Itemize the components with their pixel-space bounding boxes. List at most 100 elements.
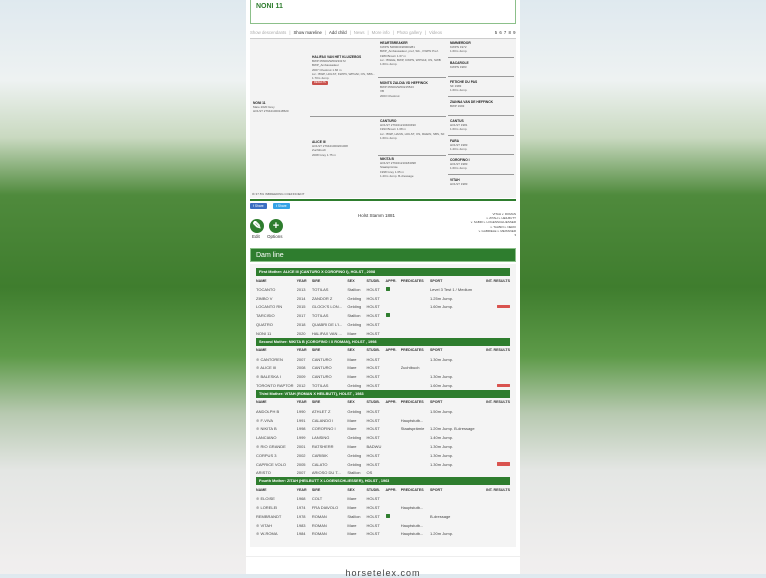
cell-name[interactable]: ⊕ RIO GRANDE [256,442,297,451]
pedigree-great-grandparent[interactable]: ZIANNA VAN DE HEFFINCK BWP 1993 [450,100,514,108]
horse-name[interactable]: NIKITA B [380,157,394,161]
column-header[interactable]: YEAR [296,278,307,283]
horse-name[interactable]: FETICHE DU PAS [450,80,478,84]
column-header[interactable]: PREDICATES [400,487,424,492]
cell-name[interactable]: REMBRANDT [256,512,297,521]
cell-name[interactable]: TARCISIO [256,311,297,320]
column-header[interactable]: YEAR [296,348,307,353]
results-badge[interactable]: RESULTS [312,81,328,86]
toolbar-link-show-descendants[interactable]: Show descendants [250,30,287,35]
table-row[interactable]: ⊕ F-VIVA 1991 CALANDO I Mare HOLST Hauptstutb… [256,416,510,425]
cell-name[interactable]: TORONTO RAPTOR [256,381,297,390]
cell-sire[interactable]: ROMAN [312,512,348,521]
column-header[interactable]: STUDB. [366,348,380,353]
mother-header-4[interactable]: Fourth Mother: ZITAH (HEILBUTT X LOGENSC… [256,477,510,486]
table-row[interactable]: ⊕ W-ROMA 1984 ROMAN Mare HOLST Hauptstutb... 1… [256,530,510,539]
cell-name[interactable]: ⊕ VITAH [256,521,297,530]
table-row[interactable]: REMBRANDT 1978 ROMAN Stallion HOLST B-dressag… [256,512,510,521]
cell-name[interactable]: ANDOLPH B [256,407,297,416]
cell-sire[interactable]: COLT [312,494,348,503]
pedigree-great-grandparent[interactable]: COROFINO I HOLST 1983 1.60m Jump. [450,158,514,171]
cell-name[interactable]: TOCANTO [256,285,297,294]
table-row[interactable]: TOCANTO 2013 TOTILAS Stallion HOLST Level 3 T… [256,285,510,294]
table-row[interactable]: ⊕ BALESKA I 2009 CANTURO Mare HOLST 1.30m Jum… [256,372,510,381]
twitter-share-button[interactable]: t Share [273,203,290,209]
column-header[interactable]: NAME [256,278,267,283]
cell-sire[interactable]: CALANDO I [312,416,348,425]
column-header[interactable]: PREDICATES [400,278,424,283]
horse-name[interactable]: ZIANNA VAN DE HEFFINCK [450,99,494,104]
column-header[interactable]: STUDB. [366,278,380,283]
column-header[interactable]: APPR. [385,487,397,492]
table-row[interactable]: ⊕ RIO GRANDE 2001 RATSHERR Mare BADWU 1.30m J… [256,442,510,451]
pagination[interactable]: 5 6 7 8 9 [494,30,516,35]
cell-sire[interactable]: TOTILAS [312,381,348,390]
cell-sire[interactable]: HALIFAX VAN ... [312,329,348,338]
cell-name[interactable]: CORPUS 3 [256,451,297,460]
column-header[interactable]: STUDB. [366,487,380,492]
cell-name[interactable]: ⊕ CANTOREN [256,355,297,364]
column-header[interactable]: SIRE [311,487,321,492]
cell-sire[interactable]: ZANDOR Z [312,294,348,303]
cell-name[interactable]: NONI 11 [256,329,297,338]
pedigree-grandparent[interactable]: MONTS ZALDIA VD HEFFINCK BWP 056002W00215… [380,81,446,98]
column-header[interactable]: SPORT [429,400,443,405]
horse-name[interactable]: MONTS ZALDIA VD HEFFINCK [380,81,428,85]
cell-name[interactable]: ⊕ W-ROMA [256,530,297,539]
column-header[interactable]: INT. RESULTS [486,400,510,405]
lineage-line[interactable]: v. TALBRI v. NERO [490,224,516,229]
table-row[interactable]: TORONTO RAPTOR 2012 TOTILAS Gelding HOLST 1.6… [256,381,510,390]
cell-sire[interactable]: CANTURO [312,355,348,364]
cell-name[interactable]: ⊕ BALESKA I [256,372,297,381]
options-label[interactable]: Options [267,234,283,239]
column-header[interactable]: APPR. [385,278,397,283]
mother-header-1[interactable]: First Mother: ALICE III (CANTURO X COROF… [256,268,510,276]
cell-name[interactable]: QUATRO [256,320,297,329]
column-header[interactable]: NAME [256,400,267,405]
pedigree-grandparent[interactable]: NIKITA B HOLST 276321210184098 Staatsprämi… [380,157,446,178]
column-header[interactable]: SPORT [429,278,443,283]
pedigree-dam[interactable]: ALICE III HOLST 276421000201008 Zuchtbuch 2… [312,140,378,157]
horse-name[interactable]: FARA [450,138,459,143]
inbreeding-label[interactable]: INBREEDING COEFFICIENT [264,192,305,196]
horse-name[interactable]: HALIFAX VAN HET KLUIZEBOS [312,55,362,59]
table-row[interactable]: QUATRO 2018 QUABRI DE L'I... Gelding HOLST [256,320,510,329]
cell-sire[interactable]: FRA DIAVOLO [312,503,348,512]
pedigree-great-grandparent[interactable]: NIMMERDOR KWPN 1972 1.60m Jump. [450,41,514,54]
lineage-line[interactable]: v. GABRIELE v. MEISSNER [478,228,516,233]
column-header[interactable]: SPORT [429,487,443,492]
horse-name[interactable]: NONI 11 [253,101,266,105]
table-row[interactable]: NONI 11 2020 HALIFAX VAN ... Mare HOLST [256,329,510,338]
cell-name[interactable]: ⊕ ALICE III [256,364,297,373]
pedigree-subject[interactable]: NONI 11 Mare 2020 Grey HOLST 2764210001185… [253,101,311,114]
table-row[interactable]: ⊕ ALICE III 2008 CANTURO Mare HOLST Zuchtbuch [256,364,510,373]
cell-sire[interactable]: QUABRI DE L'I... [312,320,348,329]
pedigree-grandparent[interactable]: CANTURO HOLST 276321210400490 1993 Brown 1… [380,119,446,140]
lineage-line[interactable]: VITAH v. ROMAN [492,212,516,216]
column-header[interactable]: YEAR [296,400,307,405]
column-header[interactable]: SEX [347,487,355,492]
horse-name[interactable]: BACAROLE [450,60,469,65]
column-header[interactable]: STUDB. [366,400,380,405]
cell-sire[interactable]: COROFINO I [312,425,348,434]
horse-name[interactable]: COROFINO I [450,158,470,162]
cell-sire[interactable]: ROMAN [312,521,348,530]
cell-sire[interactable]: TOTILAS [312,285,348,294]
table-row[interactable]: CORPUS 3 2002 CARIBIK Gelding HOLST 1.30m Jum… [256,451,510,460]
cell-name[interactable]: ARISTO [256,469,297,478]
edit-label[interactable]: Edit [252,234,260,239]
cell-sire[interactable]: ROMAN [312,530,348,539]
column-header[interactable]: PREDICATES [400,400,424,405]
edit-button[interactable]: ✎ [250,219,264,233]
column-header[interactable]: NAME [256,487,267,492]
pedigree-sire[interactable]: HALIFAX VAN HET KLUIZEBOS BWP 056002W0023… [312,55,378,86]
column-header[interactable]: SIRE [311,278,321,283]
table-row[interactable]: ARISTO 2007 ARIOSO DU T... Stallion OS [256,469,510,478]
cell-sire[interactable]: TOTILAS [312,311,348,320]
pedigree-great-grandparent[interactable]: FARA HOLST 1983 1.20m Jump. [450,139,514,152]
toolbar-link-show-mareline[interactable]: Show mareline [293,30,322,35]
results-badge[interactable] [497,462,510,466]
column-header[interactable]: INT. RESULTS [486,278,510,283]
cell-name[interactable]: CAPRICE VOLO [256,460,297,469]
cell-name[interactable]: ⊕ NIKITA B [256,425,297,434]
